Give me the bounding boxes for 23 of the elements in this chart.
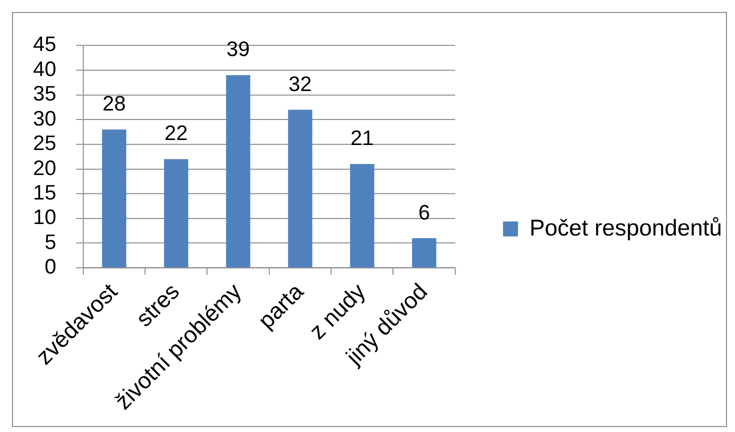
y-tick-label: 20	[32, 156, 56, 180]
y-tick-label: 10	[32, 206, 56, 230]
bar	[102, 129, 126, 268]
bar	[412, 238, 436, 268]
data-label: 32	[288, 72, 312, 96]
bar	[288, 110, 312, 268]
legend-label: Počet respondentů	[529, 214, 722, 240]
bar	[350, 164, 374, 268]
data-label: 39	[226, 38, 250, 62]
data-label: 22	[164, 122, 188, 146]
y-tick-label: 35	[32, 82, 56, 106]
data-label: 28	[102, 92, 126, 116]
y-tick-label: 30	[32, 107, 56, 130]
data-label: 21	[350, 127, 374, 150]
y-tick-label: 45	[32, 33, 56, 56]
y-tick-label: 15	[32, 181, 56, 204]
bar	[226, 75, 250, 268]
y-tick-label: 40	[32, 58, 56, 81]
y-tick-label: 25	[32, 132, 56, 156]
y-tick-label: 5	[44, 230, 56, 254]
data-label: 6	[418, 201, 430, 224]
y-tick-label: 0	[44, 256, 56, 279]
bar	[164, 159, 188, 268]
